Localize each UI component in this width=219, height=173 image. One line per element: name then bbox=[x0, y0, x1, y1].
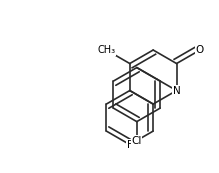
Text: Cl: Cl bbox=[132, 135, 142, 145]
Text: F: F bbox=[127, 140, 133, 150]
Text: CH₃: CH₃ bbox=[97, 45, 115, 55]
Text: N: N bbox=[173, 86, 180, 95]
Text: O: O bbox=[196, 45, 204, 55]
